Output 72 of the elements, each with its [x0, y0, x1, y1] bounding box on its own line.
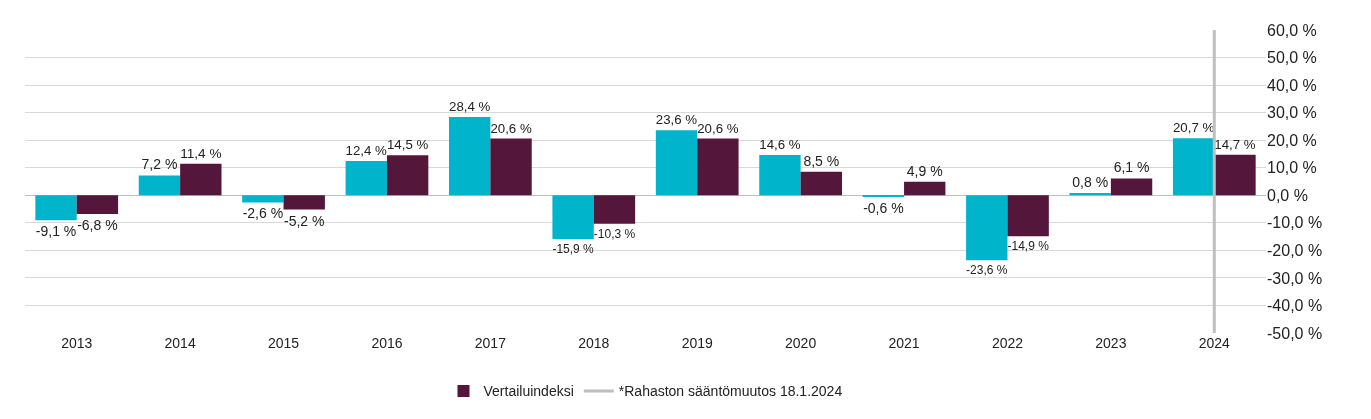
x-tick-label: 2021 — [888, 335, 920, 351]
data-label: 14,5 % — [386, 137, 429, 153]
bar — [180, 163, 222, 196]
bar — [283, 195, 325, 210]
data-label: -0,6 % — [863, 200, 904, 216]
x-tick-label: 2020 — [785, 335, 817, 351]
x-tick-label: 2015 — [267, 335, 300, 351]
data-label: -10,3 % — [593, 226, 636, 241]
bar — [1110, 178, 1153, 196]
x-tick-label: 2024 — [1198, 335, 1231, 351]
bar — [655, 130, 698, 196]
legend-label: *Rahaston sääntömuutos 18.1.2024 — [618, 383, 843, 400]
bar — [138, 175, 181, 196]
data-label: 20,6 % — [697, 120, 739, 136]
bar — [386, 155, 429, 196]
data-label: -15,9 % — [552, 242, 595, 257]
bar — [1069, 193, 1111, 196]
x-tick-label: 2013 — [61, 335, 93, 351]
bar — [1214, 154, 1256, 196]
bar — [490, 138, 532, 196]
x-tick-label: 2022 — [991, 335, 1024, 351]
y-tick-label: -50,0 % — [1267, 324, 1323, 342]
bar — [1007, 195, 1049, 237]
x-tick-label: 2016 — [371, 335, 403, 351]
bar — [449, 117, 491, 196]
y-tick-label: -20,0 % — [1267, 241, 1323, 259]
bar — [904, 181, 946, 196]
data-label: 23,6 % — [655, 112, 698, 128]
y-tick-label: 30,0 % — [1267, 104, 1317, 122]
data-label: 20,6 % — [490, 120, 532, 136]
bar — [593, 195, 636, 224]
bar — [242, 195, 284, 203]
data-label: -2,6 % — [242, 205, 284, 222]
y-tick-label: -40,0 % — [1267, 297, 1323, 315]
data-label: 12,4 % — [345, 143, 388, 159]
x-tick-label: 2019 — [681, 335, 713, 351]
data-label: 14,7 % — [1214, 136, 1256, 152]
bar — [800, 171, 842, 196]
data-label: 7,2 % — [141, 156, 178, 173]
data-label: -23,6 % — [966, 263, 1008, 278]
bar — [76, 195, 119, 214]
x-tick-label: 2018 — [578, 335, 610, 351]
y-tick-label: 60,0 % — [1267, 21, 1317, 39]
bar — [966, 195, 1008, 261]
y-tick-label: -30,0 % — [1267, 269, 1323, 287]
y-tick-label: 0,0 % — [1267, 186, 1308, 204]
data-label: -9,1 % — [35, 223, 77, 240]
x-tick-label: 2023 — [1095, 335, 1127, 351]
bar — [1172, 138, 1215, 196]
y-tick-label: -10,0 % — [1267, 214, 1323, 232]
y-tick-label: 20,0 % — [1267, 131, 1317, 149]
data-label: -5,2 % — [283, 212, 325, 229]
data-label: 14,6 % — [759, 137, 801, 153]
y-tick-label: 40,0 % — [1267, 76, 1317, 94]
bar — [35, 195, 77, 221]
y-tick-label: 10,0 % — [1267, 159, 1317, 177]
bar — [552, 195, 594, 240]
bar — [697, 138, 739, 196]
data-label: -6,8 % — [77, 217, 118, 233]
data-label: 28,4 % — [449, 99, 491, 115]
y-tick-label: 50,0 % — [1267, 49, 1317, 67]
data-label: 4,9 % — [906, 162, 943, 179]
data-label: 8,5 % — [803, 152, 840, 169]
x-tick-label: 2014 — [164, 335, 196, 351]
data-label: 6,1 % — [1113, 159, 1150, 176]
data-label: 11,4 % — [180, 145, 222, 161]
data-label: -14,9 % — [1007, 239, 1050, 254]
x-tick-label: 2017 — [474, 335, 507, 351]
bar — [345, 161, 387, 196]
bar — [759, 155, 801, 196]
data-label: 0,8 % — [1072, 174, 1109, 191]
legend-label: Vertailuindeksi — [483, 383, 574, 400]
